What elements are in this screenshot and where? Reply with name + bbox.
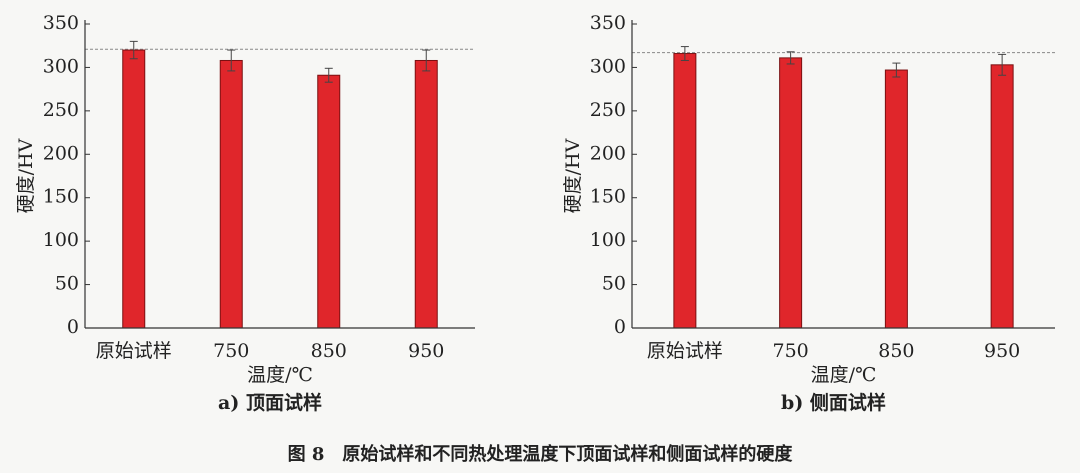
x-tick-label: 950 bbox=[408, 340, 444, 362]
bar bbox=[990, 64, 1014, 329]
bar bbox=[219, 59, 243, 329]
y-tick-label: 300 bbox=[43, 55, 79, 77]
x-tick-label: 750 bbox=[772, 340, 808, 362]
y-tick-label: 200 bbox=[590, 142, 626, 164]
bar bbox=[122, 49, 146, 329]
x-tick-label: 原始试样 bbox=[96, 340, 172, 362]
x-tick-label: 850 bbox=[878, 340, 914, 362]
error-bar bbox=[786, 51, 795, 65]
y-axis-label: 硬度/HV bbox=[562, 138, 584, 213]
bar bbox=[317, 74, 341, 329]
error-bar bbox=[892, 62, 901, 78]
y-tick-label: 100 bbox=[43, 229, 79, 251]
x-tick-label: 750 bbox=[213, 340, 249, 362]
error-bar bbox=[422, 49, 431, 72]
y-tick-label: 100 bbox=[590, 229, 626, 251]
x-axis-label: 温度/℃ bbox=[247, 364, 313, 386]
error-bar bbox=[998, 53, 1007, 76]
bar bbox=[414, 59, 438, 329]
x-tick-label: 850 bbox=[311, 340, 347, 362]
y-tick-label: 150 bbox=[43, 186, 79, 208]
y-tick-label: 250 bbox=[43, 99, 79, 121]
y-tick-label: 200 bbox=[43, 142, 79, 164]
bar bbox=[884, 69, 908, 329]
error-bar bbox=[680, 46, 689, 61]
y-axis-label: 硬度/HV bbox=[15, 138, 37, 213]
x-tick-label: 950 bbox=[984, 340, 1020, 362]
y-tick-label: 350 bbox=[43, 12, 79, 34]
bar bbox=[779, 57, 803, 329]
y-tick-label: 0 bbox=[614, 316, 626, 338]
error-bar bbox=[324, 67, 333, 83]
y-tick-label: 50 bbox=[602, 273, 626, 295]
y-tick-label: 150 bbox=[590, 186, 626, 208]
y-tick-label: 300 bbox=[590, 55, 626, 77]
x-axis-label: 温度/℃ bbox=[811, 364, 877, 386]
error-bar bbox=[227, 49, 236, 72]
y-tick-label: 0 bbox=[67, 316, 79, 338]
y-tick-label: 250 bbox=[590, 99, 626, 121]
y-tick-label: 350 bbox=[590, 12, 626, 34]
subplot-label: b) 侧面试样 bbox=[781, 391, 886, 414]
y-tick-label: 50 bbox=[55, 273, 79, 295]
figure-caption: 图 8 原始试样和不同热处理温度下顶面试样和侧面试样的硬度 bbox=[288, 443, 794, 465]
subplot-label: a) 顶面试样 bbox=[218, 391, 322, 414]
error-bar bbox=[129, 40, 138, 60]
bar bbox=[673, 53, 697, 329]
x-tick-label: 原始试样 bbox=[647, 340, 723, 362]
